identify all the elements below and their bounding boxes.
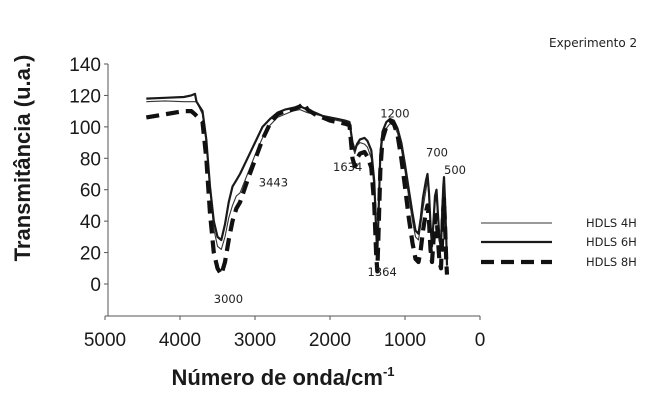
x-axis-title: Número de onda/cm-1 (171, 364, 394, 390)
y-tick-label: 60 (80, 181, 101, 202)
y-tick-label: 140 (69, 55, 101, 76)
peak-label: 1200 (380, 106, 409, 120)
peak-label: 500 (444, 163, 466, 177)
y-tick-label: 100 (69, 118, 101, 139)
axes: 0 20 40 60 80 100 120 140 5000 4000 3000 2000 1000 0 (69, 55, 485, 351)
series-line-hdls-4h (146, 100, 448, 269)
peak-label: 1634 (333, 160, 362, 174)
x-tick-label: 3000 (234, 330, 276, 351)
y-tick-label: 0 (90, 275, 101, 296)
legend: HDLS 4H HDLS 6H HDLS 8H (481, 216, 637, 269)
series-line-hdls-8h (145, 101, 450, 277)
x-tick-label: 0 (475, 330, 486, 351)
y-tick-label: 40 (80, 212, 101, 233)
x-tick-label: 1000 (384, 330, 426, 351)
y-tick-label: 80 (80, 149, 101, 170)
legend-label: HDLS 6H (586, 235, 637, 249)
y-tick-label: 120 (69, 86, 101, 107)
peak-label: 3443 (259, 176, 288, 190)
x-tick-label: 5000 (84, 330, 126, 351)
legend-label: HDLS 8H (586, 255, 637, 269)
experiment-label: Experimento 2 (549, 36, 637, 50)
peak-label: 3000 (214, 292, 243, 306)
x-tick-label: 4000 (159, 330, 201, 351)
peak-labels: 3000 3443 1634 1200 1364 700 500 (214, 106, 466, 305)
legend-label: HDLS 4H (586, 216, 637, 230)
y-tick-label: 20 (80, 244, 101, 265)
peak-label: 700 (426, 146, 448, 160)
x-tick-label: 2000 (309, 330, 351, 351)
x-axis-title-main: Número de onda/cm (171, 365, 382, 390)
x-axis-title-sup: -1 (383, 364, 395, 379)
y-axis-title: Transmitância (u.a.) (10, 55, 35, 262)
peak-label: 1364 (368, 265, 397, 279)
series-group (145, 92, 450, 277)
